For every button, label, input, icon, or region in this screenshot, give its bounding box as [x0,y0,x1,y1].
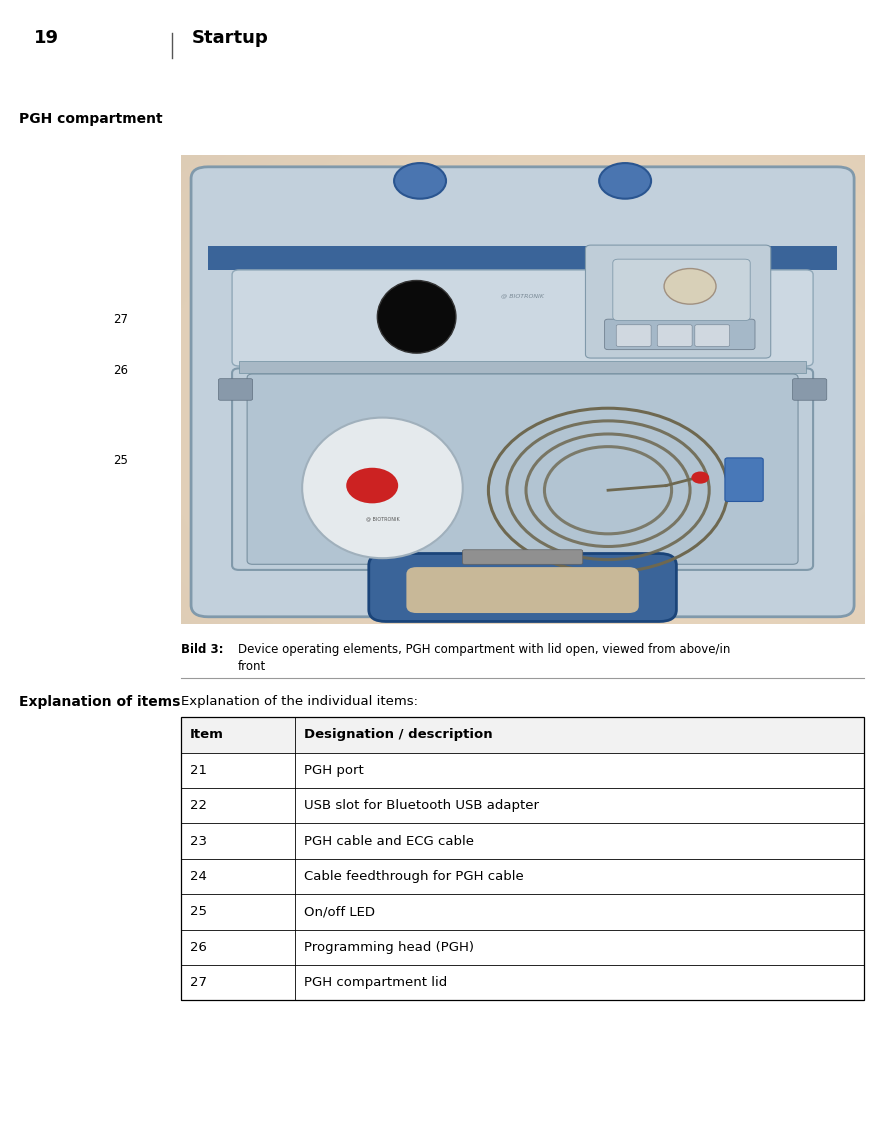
FancyBboxPatch shape [586,245,771,359]
Circle shape [599,163,651,199]
FancyBboxPatch shape [657,325,692,346]
Text: 25: 25 [113,454,128,468]
Bar [181,717,864,753]
Text: PGH port: PGH port [304,763,364,777]
Text: 22: 22 [190,799,206,813]
Text: 27: 27 [190,976,206,989]
Text: Explanation of items: Explanation of items [19,695,181,708]
FancyBboxPatch shape [219,379,252,400]
FancyBboxPatch shape [232,369,813,570]
FancyBboxPatch shape [239,361,806,373]
Text: front: front [238,660,266,673]
FancyBboxPatch shape [617,325,651,346]
FancyBboxPatch shape [725,457,763,501]
Text: 23: 23 [190,834,206,847]
Text: Bild 3:: Bild 3: [181,643,223,656]
Text: 25: 25 [190,905,206,918]
Text: PGH cable and ECG cable: PGH cable and ECG cable [304,834,475,847]
Circle shape [691,471,709,483]
FancyBboxPatch shape [232,270,813,366]
Text: PGH compartment lid: PGH compartment lid [304,976,447,989]
Text: Item: Item [190,728,223,742]
Circle shape [347,468,398,504]
Text: Device operating elements, PGH compartment with lid open, viewed from above/in: Device operating elements, PGH compartme… [238,643,730,656]
Ellipse shape [303,418,463,559]
Circle shape [664,269,716,305]
Text: 26: 26 [113,364,128,378]
FancyBboxPatch shape [793,379,826,400]
Text: On/off LED: On/off LED [304,905,375,918]
Text: 19: 19 [34,29,58,47]
Circle shape [394,163,446,199]
FancyBboxPatch shape [208,245,837,270]
Text: Programming head (PGH): Programming head (PGH) [304,941,475,954]
Text: USB slot for Bluetooth USB adapter: USB slot for Bluetooth USB adapter [304,799,539,813]
Text: @ BIOTRONIK: @ BIOTRONIK [365,516,400,520]
FancyBboxPatch shape [695,325,729,346]
Text: Designation / description: Designation / description [304,728,493,742]
Text: 21: 21 [190,763,206,777]
Text: Cable feedthrough for PGH cable: Cable feedthrough for PGH cable [304,870,524,883]
Text: Explanation of the individual items:: Explanation of the individual items: [181,695,418,708]
Text: PGH compartment: PGH compartment [19,112,163,126]
Bar [181,717,864,1000]
FancyBboxPatch shape [613,260,751,320]
Text: @ BIOTRONIK: @ BIOTRONIK [501,293,544,298]
Text: 24: 24 [190,870,206,883]
FancyBboxPatch shape [462,550,583,564]
FancyBboxPatch shape [605,319,755,350]
Text: Startup: Startup [191,29,268,47]
FancyBboxPatch shape [191,166,854,617]
Text: 27: 27 [113,312,128,326]
Text: 21: 21 [760,312,775,326]
FancyBboxPatch shape [369,553,676,622]
Ellipse shape [377,281,456,353]
Text: 22: 22 [760,364,775,378]
Text: 24: 24 [760,479,775,492]
Text: 23: 23 [760,418,775,432]
FancyBboxPatch shape [407,568,639,613]
Text: 26: 26 [190,941,206,954]
FancyBboxPatch shape [247,374,798,564]
